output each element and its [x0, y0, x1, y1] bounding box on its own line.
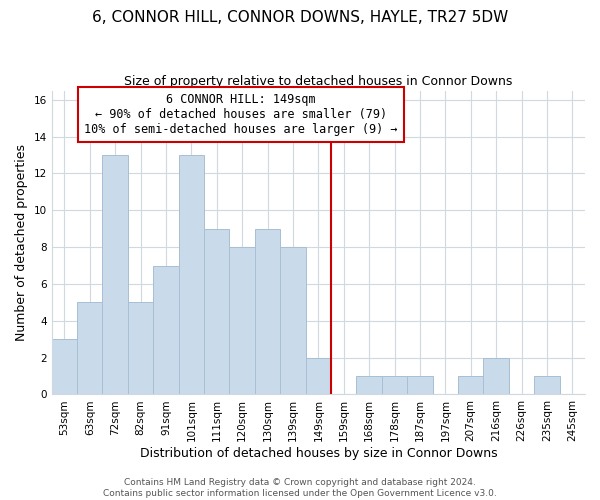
Bar	[484, 358, 509, 395]
Y-axis label: Number of detached properties: Number of detached properties	[15, 144, 28, 341]
Bar	[128, 302, 153, 394]
Bar	[153, 266, 179, 394]
Bar	[305, 358, 331, 395]
X-axis label: Distribution of detached houses by size in Connor Downs: Distribution of detached houses by size …	[140, 447, 497, 460]
Bar	[382, 376, 407, 394]
Bar	[280, 247, 305, 394]
Bar	[103, 155, 128, 394]
Bar	[255, 228, 280, 394]
Bar	[179, 155, 204, 394]
Bar	[77, 302, 103, 394]
Text: Contains HM Land Registry data © Crown copyright and database right 2024.
Contai: Contains HM Land Registry data © Crown c…	[103, 478, 497, 498]
Bar	[534, 376, 560, 394]
Title: Size of property relative to detached houses in Connor Downs: Size of property relative to detached ho…	[124, 75, 512, 88]
Bar	[407, 376, 433, 394]
Bar	[229, 247, 255, 394]
Bar	[458, 376, 484, 394]
Bar	[204, 228, 229, 394]
Bar	[356, 376, 382, 394]
Bar	[52, 339, 77, 394]
Text: 6 CONNOR HILL: 149sqm
← 90% of detached houses are smaller (79)
10% of semi-deta: 6 CONNOR HILL: 149sqm ← 90% of detached …	[84, 93, 398, 136]
Text: 6, CONNOR HILL, CONNOR DOWNS, HAYLE, TR27 5DW: 6, CONNOR HILL, CONNOR DOWNS, HAYLE, TR2…	[92, 10, 508, 25]
